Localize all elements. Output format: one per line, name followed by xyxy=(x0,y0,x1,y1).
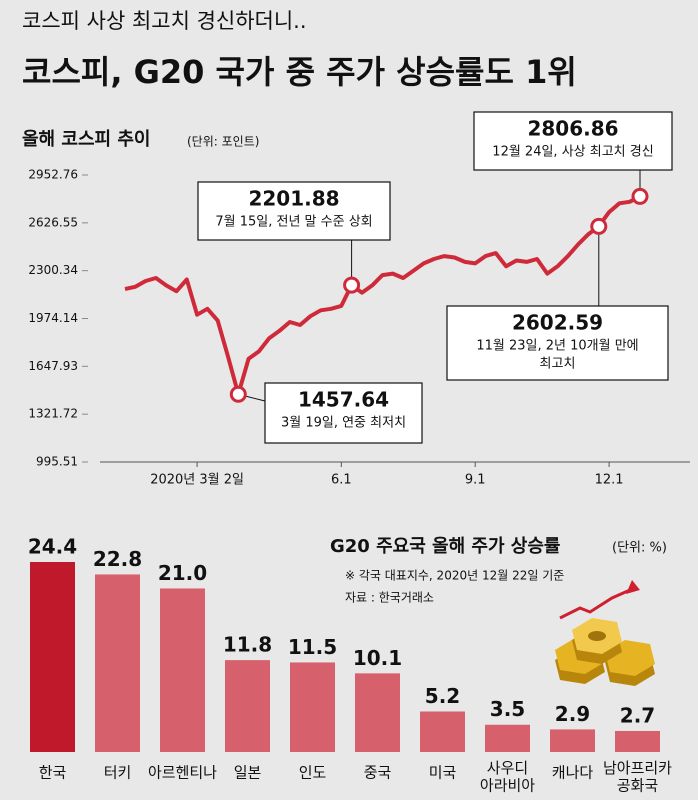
annotation-box xyxy=(197,181,391,241)
bar xyxy=(225,660,270,752)
chart-title: G20 주요국 올해 주가 상승률 xyxy=(330,536,561,557)
x-tick-label: 캐나다 xyxy=(552,764,594,782)
coin-illustration xyxy=(555,580,655,686)
annotation-text: 7월 15일, 전년 말 수준 상회 xyxy=(215,215,372,230)
annotation-text: 11월 23일, 2년 10개월 만에 xyxy=(476,339,638,354)
bar xyxy=(485,724,530,752)
annotation-text: 12월 24일, 사상 최고치 경신 xyxy=(492,145,653,160)
value-label: 3.5 xyxy=(490,697,525,721)
x-tick-label: 사우디 아라비아 xyxy=(480,759,535,794)
bar xyxy=(550,729,595,752)
x-tick-label: 2020년 3월 2일 xyxy=(150,473,244,488)
x-tick-label: 9.1 xyxy=(465,473,486,488)
x-tick-label: 6.1 xyxy=(331,473,352,488)
kospi-line xyxy=(124,194,641,397)
annotation: 2806.86 12월 24일, 사상 최고치 경신 xyxy=(473,111,673,197)
value-label: 2.9 xyxy=(555,702,590,726)
x-tick-label: 일본 xyxy=(234,764,262,782)
chart-title: 올해 코스피 추이 xyxy=(22,129,150,150)
x-tick-label: 미국 xyxy=(429,764,457,782)
value-label: 10.1 xyxy=(353,646,402,670)
point-marker xyxy=(590,217,608,235)
bar xyxy=(290,662,335,752)
point-marker xyxy=(343,276,361,294)
bar xyxy=(160,588,205,752)
annotation-box xyxy=(446,305,669,381)
value-label: 22.8 xyxy=(93,547,142,571)
value-label: 11.5 xyxy=(288,635,337,659)
note: 자료 : 한국거래소 xyxy=(345,591,434,605)
bar xyxy=(30,562,75,752)
annotation: 2201.88 7월 15일, 전년 말 수준 상회 xyxy=(197,181,391,286)
kicker: 코스피 사상 최고치 경신하더니.. xyxy=(22,9,307,33)
x-tick-label: 터키 xyxy=(104,764,132,782)
point-marker xyxy=(229,385,247,403)
annotation-box xyxy=(473,111,673,171)
x-tick-label: 아르헨티나 xyxy=(148,764,217,782)
annotation-text: 3월 19일, 연중 최저치 xyxy=(281,416,406,431)
point-marker xyxy=(631,187,649,205)
headline: 코스피, G20 국가 중 주가 상승률도 1위 xyxy=(22,53,577,91)
value-label: 5.2 xyxy=(425,684,460,708)
value-label: 21.0 xyxy=(158,561,207,585)
y-tick-label: 2626.55 xyxy=(28,215,78,229)
x-tick-label: 남아프리카 공화국 xyxy=(603,759,672,794)
x-tick-label: 12.1 xyxy=(595,473,624,488)
unit-label: (단위: %) xyxy=(612,541,667,556)
value-label: 2.7 xyxy=(620,703,655,727)
bar xyxy=(95,574,140,752)
bar xyxy=(420,711,465,752)
y-tick-label: 1974.14 xyxy=(28,311,78,325)
y-tick-label: 995.51 xyxy=(36,455,78,469)
y-tick-label: 1647.93 xyxy=(28,359,78,373)
value-label: 24.4 xyxy=(28,535,77,559)
x-tick-label: 한국 xyxy=(39,764,67,782)
annotation-text: 최고치 xyxy=(540,357,576,372)
annotation-value: 2806.86 xyxy=(527,117,618,141)
bar xyxy=(615,730,660,752)
x-tick-label: 중국 xyxy=(364,764,392,782)
y-tick-label: 1321.72 xyxy=(28,407,78,421)
annotation-box xyxy=(264,382,423,444)
annotation-value: 1457.64 xyxy=(298,388,389,412)
annotation-value: 2201.88 xyxy=(248,187,339,211)
note: ※ 각국 대표지수, 2020년 12월 22일 기준 xyxy=(345,569,564,583)
annotation-value: 2602.59 xyxy=(512,311,603,335)
y-tick-label: 2952.76 xyxy=(28,168,78,182)
x-tick-label: 인도 xyxy=(299,764,327,782)
y-tick-label: 2300.34 xyxy=(28,263,78,277)
value-label: 11.8 xyxy=(223,633,272,657)
annotation: 1457.64 3월 19일, 연중 최저치 xyxy=(238,382,423,444)
unit-label: (단위: 포인트) xyxy=(187,135,259,149)
bar xyxy=(355,673,400,752)
